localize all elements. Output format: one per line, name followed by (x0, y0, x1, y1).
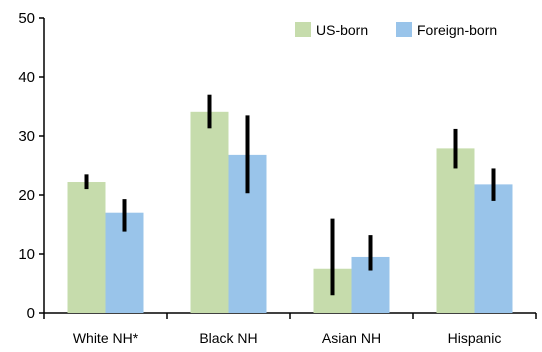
legend-swatch (295, 22, 311, 37)
error-bars (84, 94, 496, 296)
x-tick-label: Hispanic (448, 330, 502, 346)
y-tick-label: 30 (18, 128, 35, 145)
bar-us-born (190, 111, 229, 313)
y-tick-label: 40 (18, 69, 35, 86)
legend-label: Foreign-born (417, 22, 497, 38)
x-tick-label: Black NH (199, 330, 257, 346)
y-tick-label: 50 (18, 10, 35, 27)
y-tick-label: 20 (18, 187, 35, 204)
bar-us-born (436, 148, 475, 313)
y-tick-label: 10 (18, 246, 35, 263)
x-tick-label: White NH* (73, 330, 139, 346)
y-tick-label: 0 (27, 305, 35, 322)
x-axis: White NH* Black NH Asian NH Hispanic (43, 312, 537, 346)
legend-label: US-born (316, 22, 368, 38)
bars (67, 111, 513, 313)
y-axis: 0 10 20 30 40 50 (18, 10, 45, 322)
legend-swatch (396, 22, 412, 37)
x-tick-label: Asian NH (322, 330, 381, 346)
legend: US-born Foreign-born (295, 22, 497, 38)
bar-foreign-born (474, 184, 513, 313)
bar-us-born (67, 182, 106, 313)
